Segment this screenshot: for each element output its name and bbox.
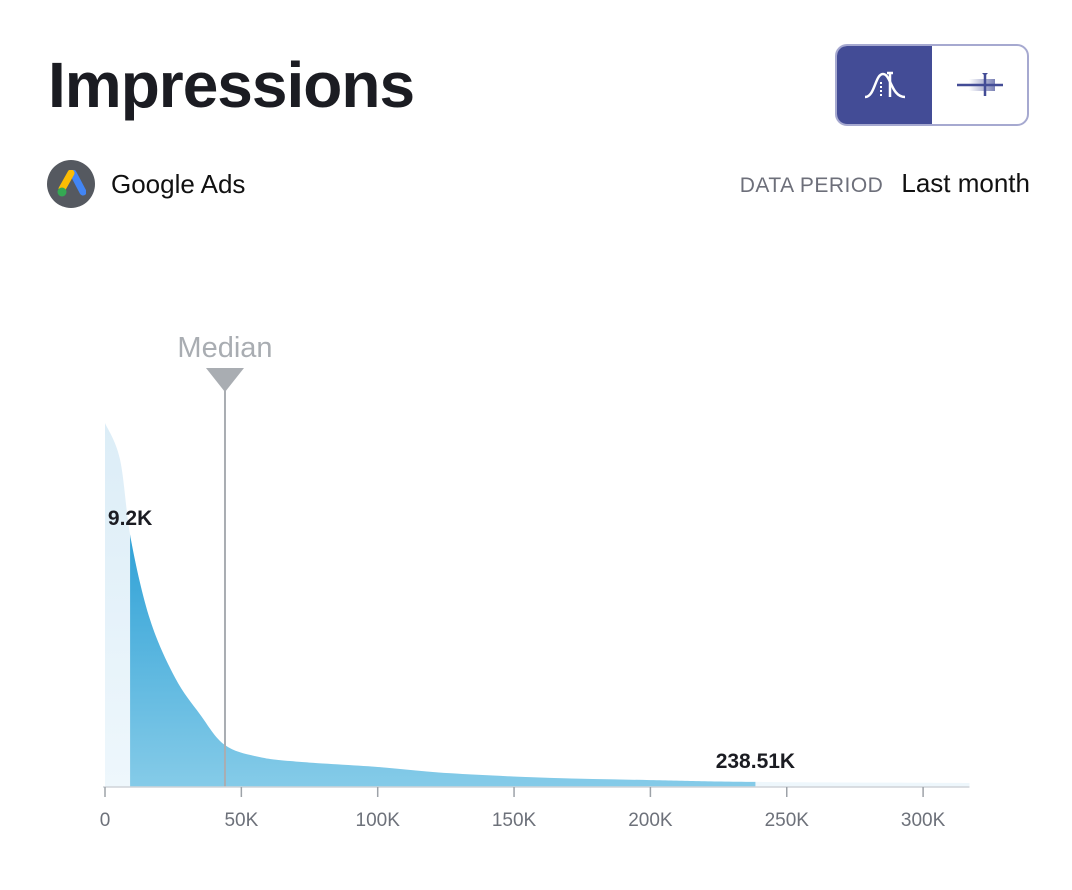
x-tick-label: 300K — [901, 810, 946, 831]
x-tick-label: 150K — [492, 810, 537, 831]
view-toggle — [835, 44, 1029, 126]
distribution-area — [105, 423, 970, 787]
x-tick-label: 200K — [628, 810, 673, 831]
google-ads-logo — [47, 160, 95, 208]
data-period-label: DATA PERIOD — [739, 174, 884, 197]
distribution-view-button[interactable] — [837, 46, 932, 124]
range-end-label: 238.51K — [716, 750, 795, 773]
distribution-curve-icon — [864, 71, 905, 99]
data-period-value[interactable]: Last month — [901, 168, 1030, 198]
range-start-label: 9.2K — [108, 507, 152, 530]
x-tick-label: 0 — [100, 810, 111, 831]
data-source: Google Ads — [47, 160, 245, 208]
x-tick-label: 50K — [224, 810, 258, 831]
box-plot-view-button[interactable] — [932, 46, 1027, 124]
median-label: Median — [177, 332, 272, 364]
data-period: DATA PERIOD Last month — [740, 168, 1030, 199]
highlighted-range-area — [130, 534, 756, 787]
source-name: Google Ads — [111, 168, 246, 199]
box-plot-icon — [956, 73, 1003, 96]
median-marker-icon — [205, 368, 244, 392]
x-tick-label: 100K — [356, 810, 401, 831]
x-tick-label: 250K — [765, 810, 810, 831]
page-title: Impressions — [48, 49, 415, 121]
